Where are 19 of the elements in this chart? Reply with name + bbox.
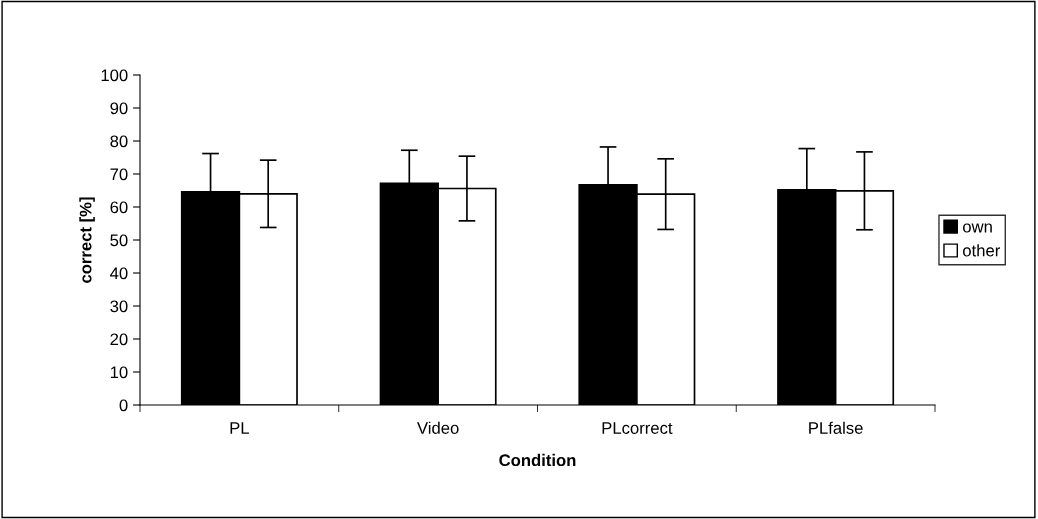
legend-label: own bbox=[963, 223, 992, 233]
x-axis-title: Condition bbox=[499, 453, 576, 467]
y-tick-label: 30 bbox=[110, 300, 128, 313]
y-axis-title: correct [%] bbox=[79, 197, 95, 283]
x-tick-label: PL bbox=[230, 422, 250, 434]
x-tick-label: PLfalse bbox=[809, 421, 863, 434]
y-tick-label: 80 bbox=[110, 135, 128, 148]
x-tick-label: PLcorrect bbox=[602, 422, 673, 434]
y-tick-label: 0 bbox=[119, 399, 128, 412]
y-tick-label: 50 bbox=[110, 234, 128, 247]
y-tick-label: 100 bbox=[101, 69, 128, 82]
y-tick-label: 60 bbox=[110, 201, 128, 214]
x-tick-label: Video bbox=[417, 421, 459, 434]
y-tick-label: 70 bbox=[110, 168, 128, 181]
legend-label: other bbox=[963, 244, 1001, 257]
y-tick-label: 40 bbox=[110, 267, 128, 280]
y-tick-label: 10 bbox=[110, 366, 128, 379]
y-tick-label: 90 bbox=[110, 102, 128, 115]
y-tick-label: 20 bbox=[110, 333, 128, 346]
